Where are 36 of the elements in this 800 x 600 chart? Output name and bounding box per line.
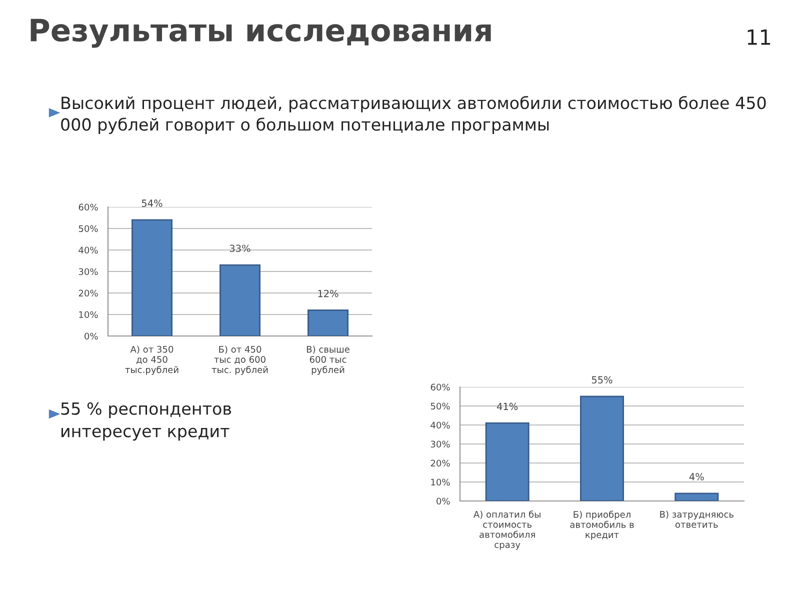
bar [580,396,624,501]
y-tick-label: 0% [84,332,98,340]
x-tick-label: Б) от 450 тыс до 600 тыс. рублей [212,346,268,375]
bar [220,264,260,336]
y-tick-label: 30% [78,268,98,276]
bar [674,492,719,501]
y-tick-label: 50% [78,225,98,232]
data-label: 41% [497,402,518,410]
data-label: 55% [592,376,612,384]
data-label: 4% [689,473,704,480]
y-tick-label: 60% [78,204,98,211]
y-tick-label: 40% [430,422,450,429]
y-tick-label: 10% [79,311,98,318]
bar [485,422,530,501]
bar [132,219,172,336]
x-tick-label: Б) приобрел автомобиль в кредит [570,510,634,540]
data-label: 12% [318,290,338,298]
x-tick-label: В) затрудняюсь ответить [660,510,734,528]
y-tick-label: 60% [430,384,450,391]
y-tick-label: 50% [430,402,450,410]
x-tick-label: А) оплатил бы стоимость автомобиля сразу [474,510,540,550]
text: 11 [748,30,770,45]
y-tick-label: 10% [431,478,450,486]
text: Высокий процент людей, рассматривающих автомобили стоимостью более 450 000 рублей говорит о большом потенциале программы [61,96,766,134]
y-tick-label: 0% [436,498,450,505]
data-label: 33% [230,244,250,252]
data-label: 54% [142,200,162,207]
x-tick-label: В) свыше 600 тыс рублей [306,346,350,375]
y-tick-label: 40% [78,246,98,254]
y-tick-label: 20% [78,290,98,297]
y-tick-label: 30% [430,440,450,448]
x-tick-label: А) от 350 до 450 тыс.рублей [125,346,178,375]
y-tick-label: 20% [430,460,450,467]
text: 55 % респондентов интересует кредит [61,402,232,441]
bar [308,310,348,336]
chart-title: Результаты исследования [30,18,491,48]
